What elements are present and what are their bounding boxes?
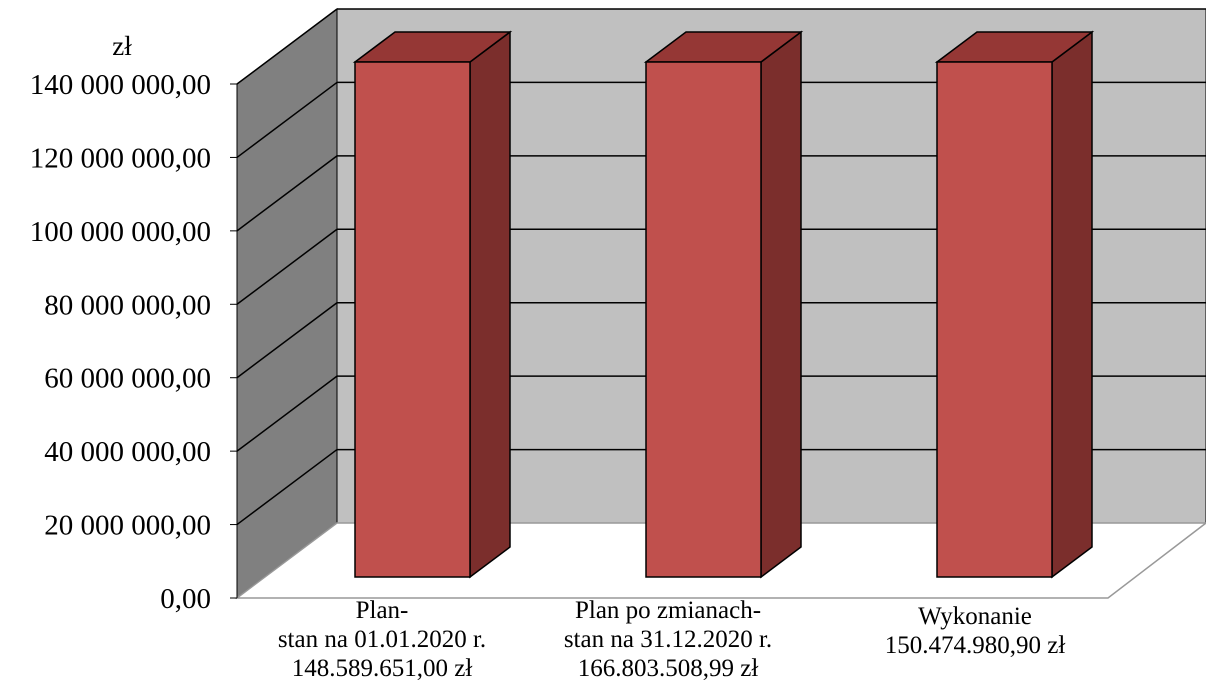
y-tick-label: 60 000 000,00 (44, 363, 211, 395)
category-label: 150.474.980,90 zł (885, 632, 1066, 659)
y-tick-label: 20 000 000,00 (44, 510, 211, 542)
category-label: Plan- (356, 597, 409, 624)
gridline-side (236, 302, 338, 379)
bar (645, 61, 762, 578)
y-tick-label: 140 000 000,00 (30, 69, 211, 101)
gridline-side (236, 375, 338, 452)
category-label: stan na 01.01.2020 r. (278, 626, 486, 653)
y-tick-label: 40 000 000,00 (44, 436, 211, 468)
bar (354, 61, 471, 578)
bar-side (469, 30, 511, 579)
gridline-side (236, 81, 338, 159)
category-label: Plan po zmianach- (575, 597, 761, 624)
category-label: Wykonanie (918, 603, 1032, 630)
y-unit-label: zł (112, 31, 132, 61)
bar-side (760, 30, 802, 579)
gridline-side (236, 155, 338, 232)
y-tick-label: 80 000 000,00 (44, 289, 211, 321)
category-label: stan na 31.12.2020 r. (564, 626, 772, 653)
category-label: 166.803.508,99 zł (578, 655, 759, 682)
y-tick-label: 100 000 000,00 (30, 216, 211, 248)
gridline-side (236, 448, 338, 526)
category-label: 148.589.651,00 zł (292, 655, 473, 682)
bar (936, 61, 1053, 578)
bar-side (1051, 30, 1093, 579)
y-tick-label: 0,00 (160, 583, 211, 615)
y-tick-label: 120 000 000,00 (30, 142, 211, 174)
side-wall (236, 8, 338, 599)
gridline-side (236, 8, 338, 85)
gridline-side (236, 228, 338, 305)
